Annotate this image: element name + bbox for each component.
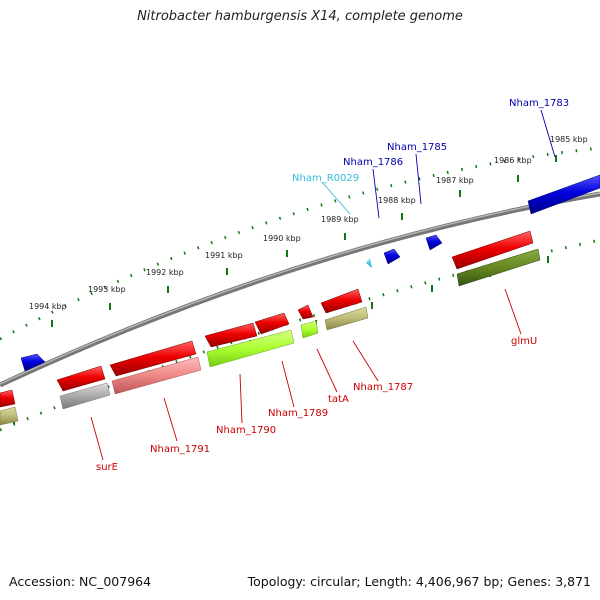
outer-major-ticks [51,155,557,327]
tick-label-1988: 1988 kbp [378,196,416,205]
tick-label-1993: 1993 kbp [88,285,126,294]
category-tata [300,320,319,339]
gene-nham-1786[interactable] [383,248,401,265]
map-title: Nitrobacter hamburgensis X14, complete g… [137,9,463,24]
gene-left-reverse[interactable] [0,389,16,408]
category-left [0,406,19,426]
category-nham-1791 [111,356,202,395]
category-sure [59,382,111,410]
gene-labels: Nham_1783 Nham_1785 Nham_1786 Nham_R0029… [96,98,569,473]
reverse-genes [0,230,534,408]
gene-nham-1789[interactable] [254,312,290,335]
tick-label-1985: 1985 kbp [550,135,588,144]
leader-lines [90,109,556,461]
kbp-tick-labels: 1985 kbp 1986 kbp 1987 kbp 1988 kbp 1989… [29,135,588,311]
label-nham-1791[interactable]: Nham_1791 [150,444,210,455]
label-nham-1786[interactable]: Nham_1786 [343,157,403,168]
category-boxes [0,248,541,426]
label-nham-1789[interactable]: Nham_1789 [268,408,328,419]
gene-nham-1783[interactable] [527,174,600,215]
gene-nham-1787[interactable] [320,288,363,314]
label-nham-1787[interactable]: Nham_1787 [353,382,413,393]
tick-label-1991: 1991 kbp [205,251,243,260]
gene-sure[interactable] [56,365,106,392]
label-glmu[interactable]: glmU [511,336,537,347]
inner-tick-ring [0,238,600,432]
label-sure[interactable]: surE [96,462,118,473]
label-nham-1790[interactable]: Nham_1790 [216,425,276,436]
label-nham-1785[interactable]: Nham_1785 [387,142,447,153]
tick-label-1994: 1994 kbp [29,302,67,311]
tick-label-1987: 1987 kbp [436,176,474,185]
tick-label-1986: 1986 kbp [494,156,532,165]
category-glmu [456,248,541,287]
rna-nham-r0029[interactable] [366,258,372,268]
gene-nham-1790[interactable] [204,322,258,348]
genome-summary-text: Topology: circular; Length: 4,406,967 bp… [247,574,591,589]
genome-backbone [0,191,600,388]
label-tata[interactable]: tatA [328,394,349,405]
label-nham-r0029[interactable]: Nham_R0029 [292,173,359,184]
gene-tata[interactable] [297,304,314,320]
tick-label-1990: 1990 kbp [263,234,301,243]
gene-nham-1785[interactable] [425,234,443,251]
accession-text: Accession: NC_007964 [9,574,152,589]
category-nham-1787 [324,306,369,331]
gene-nham-1791[interactable] [109,340,197,377]
tick-label-1992: 1992 kbp [146,268,184,277]
label-nham-1783[interactable]: Nham_1783 [509,98,569,109]
category-nham-1789-1790 [206,329,295,368]
tick-label-1989: 1989 kbp [321,215,359,224]
gene-glmu[interactable] [451,230,534,270]
gene-left-forward[interactable] [20,353,46,372]
